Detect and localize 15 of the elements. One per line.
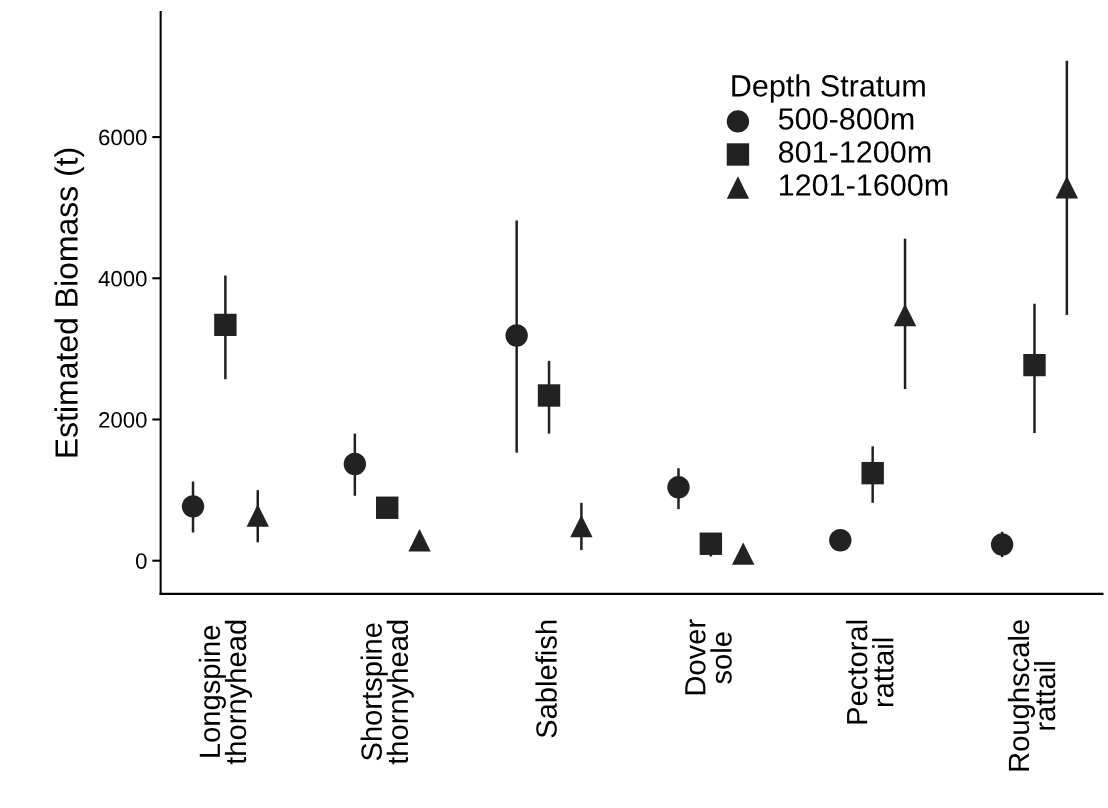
legend-label: 1201-1600m bbox=[779, 174, 948, 196]
x-tick-label: Sablefish bbox=[535, 620, 557, 738]
x-tick-label: Dover sole bbox=[685, 619, 732, 695]
legend-label: 500-800m bbox=[778, 108, 914, 130]
x-tick-label: Longspine thornyhead bbox=[198, 620, 253, 765]
y-tick-label: 0 bbox=[135, 553, 147, 569]
y-tick-label: 2000 bbox=[99, 412, 147, 428]
y-tick-label: 6000 bbox=[99, 129, 147, 146]
x-tick-label: Pectoral rattail bbox=[846, 620, 894, 724]
y-tick-label: 4000 bbox=[98, 270, 147, 287]
legend-label: 801-1200m bbox=[778, 141, 931, 163]
legend-title: Depth Stratum bbox=[732, 74, 925, 103]
x-tick-label: Roughscale rattail bbox=[1007, 620, 1056, 771]
x-tick-label: Shortspine thornyhead bbox=[360, 620, 414, 765]
y-axis-title: Estimated Biomass (t) bbox=[54, 148, 85, 457]
